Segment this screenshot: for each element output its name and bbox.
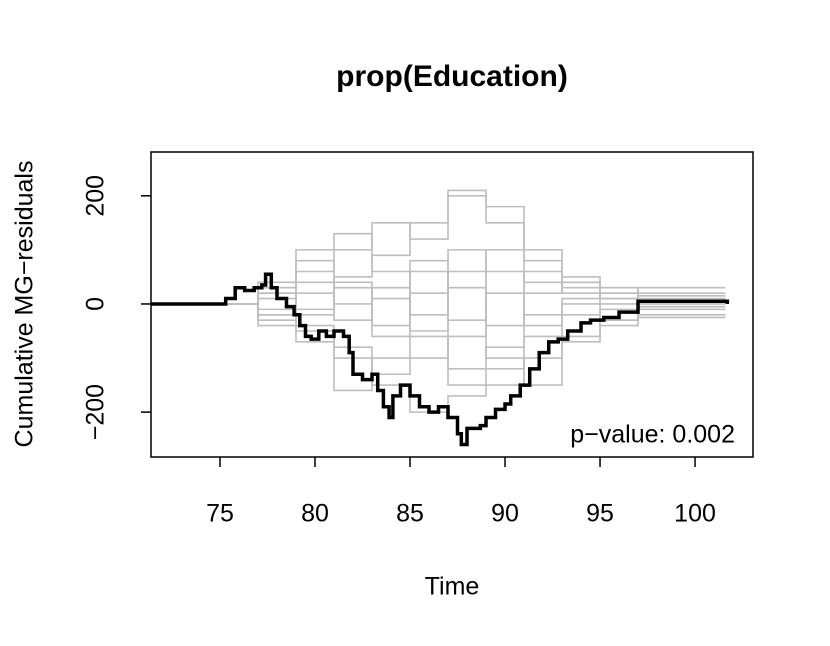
x-tick-label: 95 [586,500,614,528]
annotation: p−value: 0.002 [570,421,735,449]
x-tick-label: 85 [396,500,424,528]
step-line [151,249,726,332]
x-axis-label: Time [425,573,480,601]
x-tick-label: 75 [206,500,234,528]
y-tick-label: −200 [82,384,110,440]
y-tick-label: 200 [82,175,110,217]
y-axis-label: Cumulative MG−residuals [11,161,39,448]
chart-title: prop(Education) [336,60,568,93]
x-tick-label: 80 [301,500,329,528]
y-tick-label: 0 [82,297,110,311]
x-tick-label: 100 [674,500,716,528]
x-tick-label: 90 [491,500,519,528]
step-line [151,272,730,447]
